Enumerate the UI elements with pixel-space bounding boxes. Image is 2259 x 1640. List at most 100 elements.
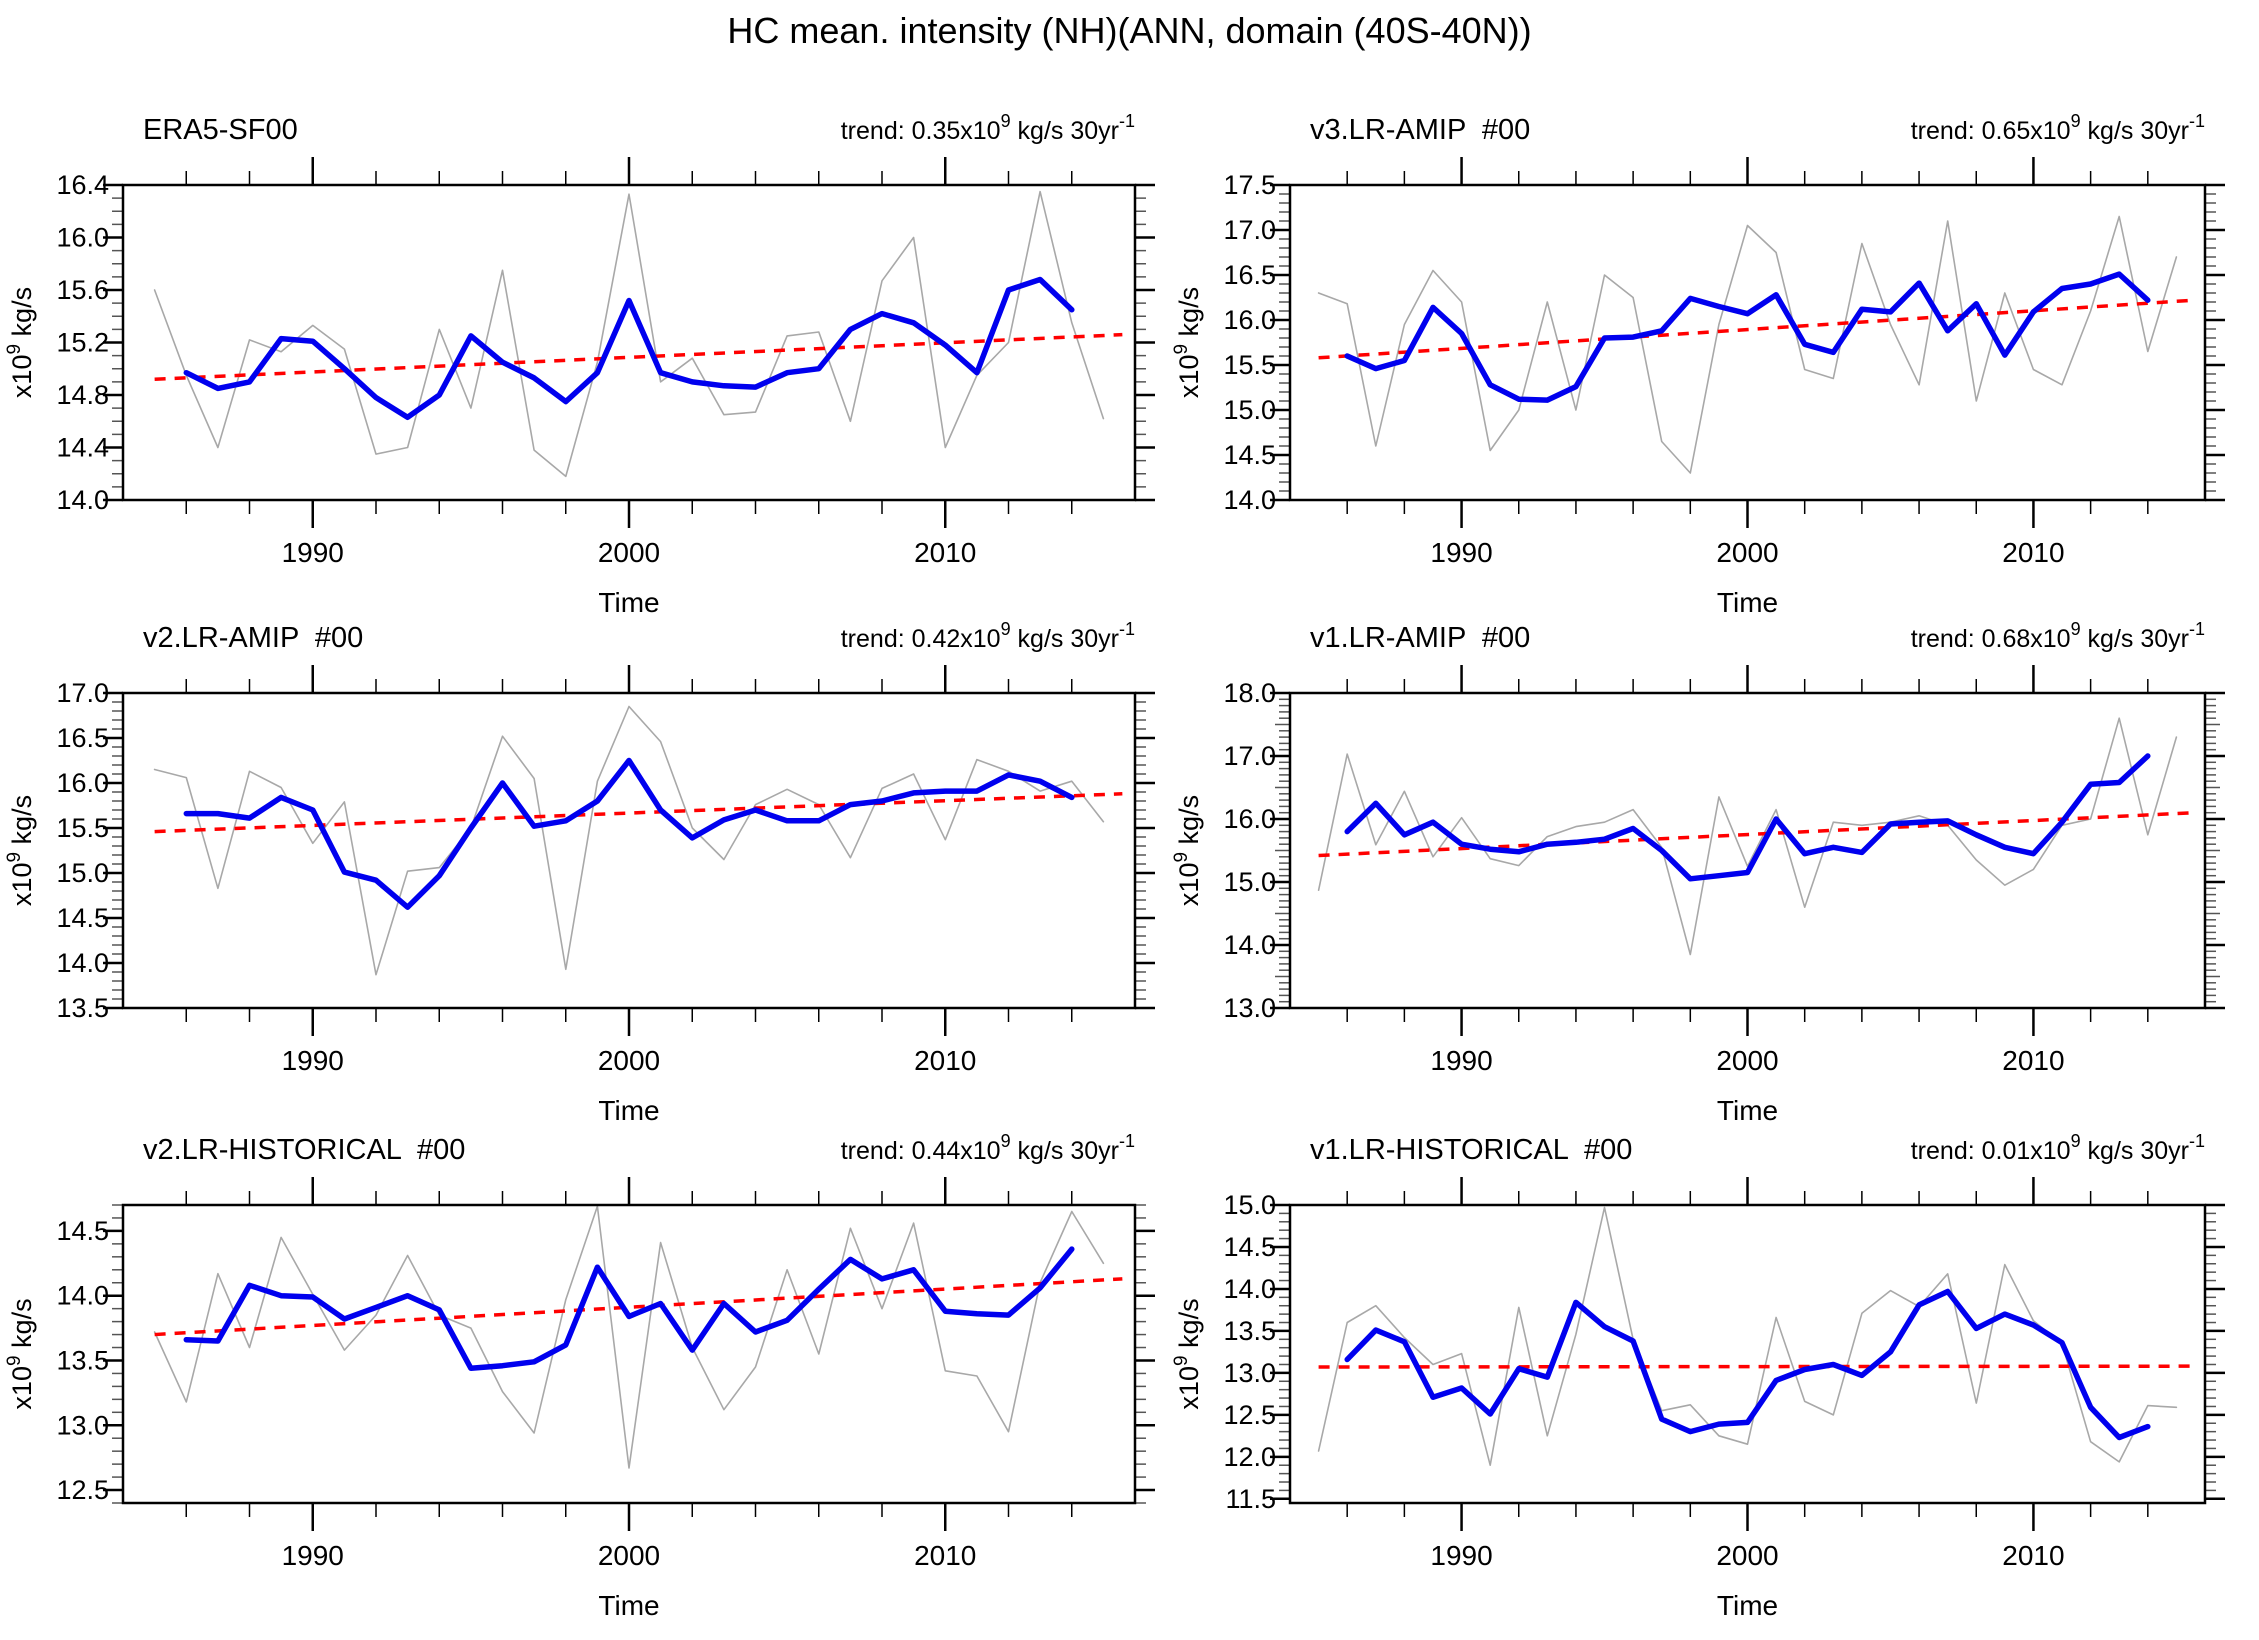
y-axis-label: x109 kg/s: [4, 287, 37, 398]
y-tick-label: 16.0: [1223, 305, 1276, 335]
y-tick-label: 14.5: [56, 1216, 109, 1246]
x-tick-label: 1990: [1430, 537, 1492, 568]
trend-label: trend: 0.01x109 kg/s 30yr-1: [1911, 1131, 2205, 1165]
panel-title: ERA5-SF00: [143, 114, 298, 146]
y-tick-label: 17.0: [1223, 741, 1276, 771]
trend-label: trend: 0.44x109 kg/s 30yr-1: [841, 1131, 1135, 1165]
panel-title: v2.LR-HISTORICAL #00: [143, 1134, 465, 1166]
panel-v2-lr-amip-00: v2.LR-AMIP #00 trend: 0.42x109 kg/s 30yr-…: [4, 619, 1155, 1126]
panel-title: v2.LR-AMIP #00: [143, 622, 363, 654]
smoothed-series-line: [1344, 753, 2151, 882]
x-tick-label: 2000: [1716, 537, 1778, 568]
y-tick-label: 13.0: [56, 1410, 109, 1440]
y-tick-label: 14.0: [1223, 485, 1276, 515]
x-axis-label: Time: [598, 1590, 659, 1621]
y-tick-label: 13.0: [1223, 1358, 1276, 1388]
x-tick-label: 1990: [1430, 1540, 1492, 1571]
x-tick-label: 2010: [914, 1045, 976, 1076]
x-tick-label: 1990: [1430, 1045, 1492, 1076]
y-axis-label: x109 kg/s: [4, 795, 37, 906]
y-tick-label: 14.5: [56, 903, 109, 933]
y-tick-label: 14.0: [56, 485, 109, 515]
y-axis-label: x109 kg/s: [4, 1298, 37, 1409]
annual-series-line: [153, 705, 1105, 976]
trend-dashed-line: [1318, 1364, 2194, 1369]
plot-frame: [1288, 183, 2207, 502]
x-tick-label: 2010: [2002, 1045, 2064, 1076]
trend-label: trend: 0.68x109 kg/s 30yr-1: [1911, 619, 2205, 653]
plot-frame: [121, 183, 1137, 502]
y-axis-label: x109 kg/s: [1171, 1298, 1204, 1409]
x-tick-label: 2000: [1716, 1540, 1778, 1571]
x-tick-label: 2000: [1716, 1045, 1778, 1076]
y-tick-label: 15.0: [56, 858, 109, 888]
panel-title: v3.LR-AMIP #00: [1310, 114, 1530, 146]
y-tick-label: 17.5: [1223, 170, 1276, 200]
plot-frame: [1288, 1203, 2207, 1505]
trend-label: trend: 0.42x109 kg/s 30yr-1: [841, 619, 1135, 653]
y-tick-label: 15.0: [1223, 395, 1276, 425]
y-tick-label: 13.5: [1223, 1316, 1276, 1346]
annual-series-line: [1317, 717, 2178, 956]
x-tick-label: 1990: [282, 537, 344, 568]
x-tick-label: 2000: [598, 537, 660, 568]
x-tick-label: 2010: [2002, 1540, 2064, 1571]
y-tick-label: 16.5: [1223, 260, 1276, 290]
x-tick-label: 2010: [914, 537, 976, 568]
y-axis-label: x109 kg/s: [1171, 287, 1204, 398]
plot-frame: [121, 691, 1137, 1010]
trend-dashed-line: [154, 792, 1123, 834]
y-tick-label: 15.2: [56, 328, 109, 358]
y-tick-label: 13.0: [1223, 993, 1276, 1023]
y-tick-label: 14.0: [56, 1281, 109, 1311]
panel-title: v1.LR-AMIP #00: [1310, 622, 1530, 654]
x-axis-label: Time: [598, 587, 659, 618]
y-tick-label: 14.0: [1223, 930, 1276, 960]
trend-dashed-line: [154, 332, 1123, 381]
smoothed-series-line: [1344, 1288, 2151, 1441]
y-tick-label: 13.5: [56, 993, 109, 1023]
y-tick-label: 15.5: [1223, 350, 1276, 380]
y-tick-label: 14.4: [56, 433, 109, 463]
y-tick-label: 17.0: [56, 678, 109, 708]
y-tick-label: 15.0: [1223, 1190, 1276, 1220]
x-axis-label: Time: [1717, 1590, 1778, 1621]
y-axis-label: x109 kg/s: [1171, 795, 1204, 906]
y-tick-label: 15.6: [56, 275, 109, 305]
smoothed-series-line: [183, 757, 1075, 910]
smoothed-series-line: [183, 1246, 1075, 1372]
trend-label: trend: 0.35x109 kg/s 30yr-1: [841, 111, 1135, 145]
panel-v1-lr-historical-00: v1.LR-HISTORICAL #00 trend: 0.01x109 kg/s…: [1171, 1131, 2225, 1621]
annual-series-line: [153, 1205, 1105, 1469]
y-tick-label: 16.4: [56, 170, 109, 200]
trend-dashed-line: [1318, 298, 2194, 360]
x-tick-label: 1990: [282, 1045, 344, 1076]
x-tick-label: 2010: [2002, 537, 2064, 568]
annual-series-line: [153, 190, 1105, 478]
y-tick-label: 17.0: [1223, 215, 1276, 245]
y-tick-label: 16.0: [1223, 804, 1276, 834]
annual-series-line: [1317, 215, 2178, 474]
trend-dashed-line: [1318, 810, 2194, 858]
y-tick-label: 12.0: [1223, 1442, 1276, 1472]
x-tick-label: 2000: [598, 1045, 660, 1076]
x-tick-label: 2000: [598, 1540, 660, 1571]
x-axis-label: Time: [1717, 1095, 1778, 1126]
panel-v2-lr-historical-00: v2.LR-HISTORICAL #00 trend: 0.44x109 kg/s…: [4, 1131, 1155, 1621]
y-tick-label: 16.0: [56, 768, 109, 798]
x-axis-label: Time: [1717, 587, 1778, 618]
annual-series-line: [1317, 1206, 2178, 1466]
panel-title: v1.LR-HISTORICAL #00: [1310, 1134, 1632, 1166]
x-tick-label: 2010: [914, 1540, 976, 1571]
panel-v1-lr-amip-00: v1.LR-AMIP #00 trend: 0.68x109 kg/s 30yr-…: [1171, 619, 2225, 1126]
panel-v3-lr-amip-00: v3.LR-AMIP #00 trend: 0.65x109 kg/s 30yr-…: [1171, 111, 2225, 618]
plot-frame: [121, 1203, 1137, 1505]
y-tick-label: 14.5: [1223, 440, 1276, 470]
panel-era5-sf00: ERA5-SF00 trend: 0.35x109 kg/s 30yr-1 1990…: [4, 111, 1155, 618]
smoothed-series-line: [1344, 271, 2151, 403]
trend-label: trend: 0.65x109 kg/s 30yr-1: [1911, 111, 2205, 145]
y-tick-label: 16.0: [56, 223, 109, 253]
y-tick-label: 12.5: [56, 1475, 109, 1505]
y-tick-label: 14.0: [1223, 1274, 1276, 1304]
